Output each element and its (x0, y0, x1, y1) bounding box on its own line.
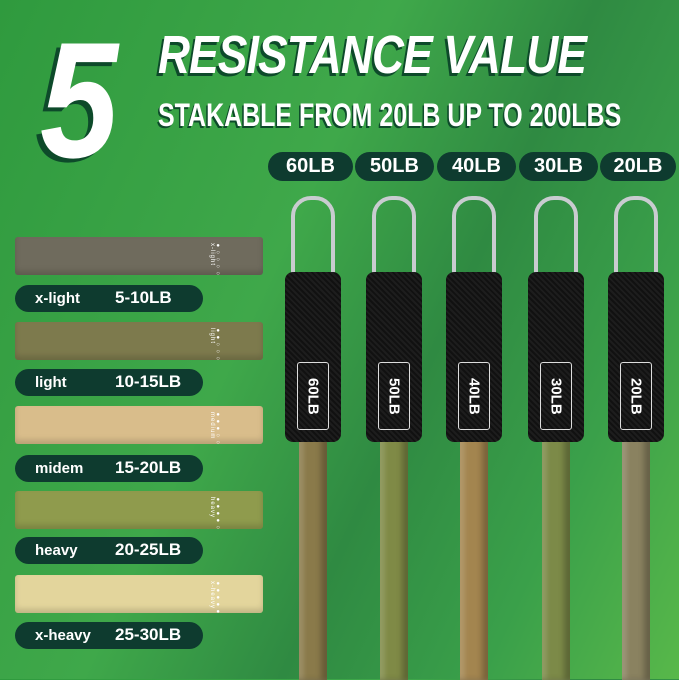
headline-subtitle: STAKABLE FROM 20LB UP TO 200LBS (158, 97, 622, 133)
band-range: 10-15LB (115, 372, 182, 391)
resistance-loop-band: ●●●○○ medium (15, 406, 263, 447)
tube-sleeve: 50LB (366, 272, 422, 442)
sleeve-tag: 60LB (297, 362, 329, 430)
resistance-pill: 60LB (268, 152, 353, 181)
resistance-loop-band: ●○○○○ x-light (15, 237, 263, 278)
headline-title: RESISTANCE VALUE (158, 25, 587, 85)
band-range: 5-10LB (115, 288, 172, 307)
band-label: midem 15-20LB (15, 455, 203, 482)
band-level: light (35, 374, 67, 391)
band-range: 20-25LB (115, 540, 182, 559)
resistance-tube (542, 430, 570, 680)
band-level: x-heavy (35, 627, 91, 644)
sleeve-tag: 20LB (620, 362, 652, 430)
sleeve-tag: 40LB (458, 362, 490, 430)
sleeve-tag: 30LB (540, 362, 572, 430)
band-label: x-heavy 25-30LB (15, 622, 203, 649)
resistance-loop-band: ●●●●● x-heavy (15, 575, 263, 616)
band-level: heavy (35, 542, 78, 559)
band-level: midem (35, 460, 84, 477)
band-print: ●●○○○ light (209, 328, 221, 363)
resistance-tube (299, 430, 327, 680)
resistance-pill: 20LB (600, 152, 676, 181)
band-level: x-light (35, 290, 80, 307)
tube-sleeve: 20LB (608, 272, 664, 442)
band-print: ●●●●○ heavy (209, 497, 221, 532)
tube-sleeve: 40LB (446, 272, 502, 442)
band-print: ●●●○○ medium (209, 412, 221, 447)
resistance-loop-band: ●●●●○ heavy (15, 491, 263, 532)
resistance-pill: 50LB (355, 152, 434, 181)
band-range: 25-30LB (115, 625, 182, 644)
resistance-loop-band: ●●○○○ light (15, 322, 263, 363)
headline-number: 5 (40, 8, 119, 192)
sleeve-tag: 50LB (378, 362, 410, 430)
resistance-tube (460, 430, 488, 680)
resistance-tube (622, 430, 650, 680)
tube-sleeve: 60LB (285, 272, 341, 442)
band-label: heavy 20-25LB (15, 537, 203, 564)
band-label: light 10-15LB (15, 369, 203, 396)
band-label: x-light 5-10LB (15, 285, 203, 312)
band-range: 15-20LB (115, 458, 182, 477)
resistance-pill: 30LB (519, 152, 598, 181)
resistance-tube (380, 430, 408, 680)
band-print: ●●●●● x-heavy (209, 581, 221, 616)
resistance-pill: 40LB (437, 152, 516, 181)
tube-sleeve: 30LB (528, 272, 584, 442)
band-print: ●○○○○ x-light (209, 243, 221, 278)
